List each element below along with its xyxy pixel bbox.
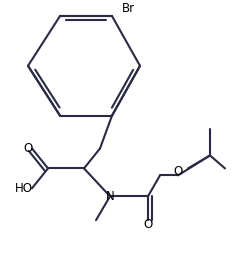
- Text: Br: Br: [121, 2, 135, 15]
- Text: O: O: [23, 142, 33, 155]
- Text: O: O: [173, 165, 183, 178]
- Text: HO: HO: [15, 182, 33, 195]
- Text: N: N: [106, 190, 114, 203]
- Text: O: O: [143, 218, 153, 231]
